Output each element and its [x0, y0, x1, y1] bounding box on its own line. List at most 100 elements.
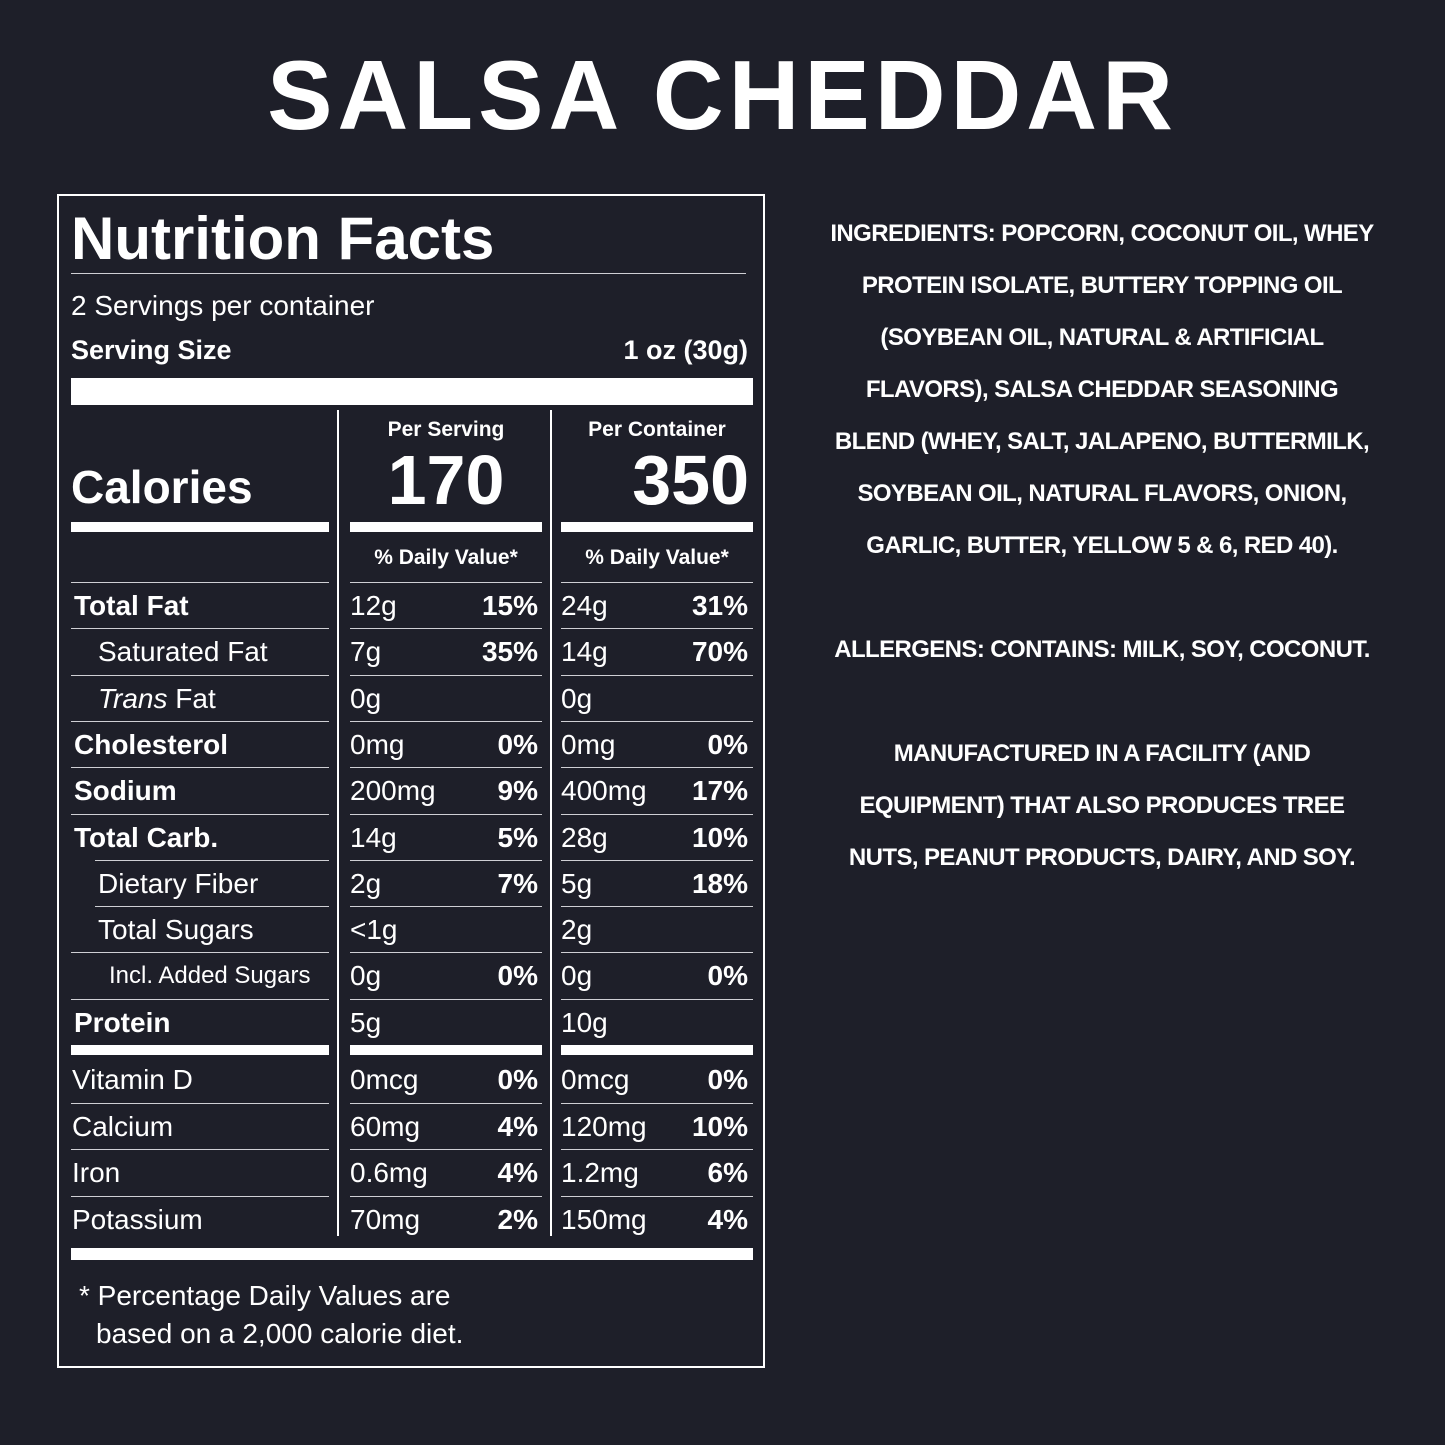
- amount-per-container: 0mg: [561, 728, 616, 760]
- calories-per-serving: 170: [387, 441, 505, 519]
- dv-per-serving: 7%: [497, 867, 538, 899]
- row-divider: [71, 674, 329, 676]
- calories-bar: [561, 522, 753, 532]
- nutrient-name: Calcium: [72, 1110, 174, 1142]
- nutrition-facts-content: Nutrition Facts 2 Servings per container…: [71, 205, 753, 1349]
- row-divider: [350, 998, 542, 1000]
- amount-per-serving: 14g: [350, 821, 397, 853]
- daily-value-header-container: % Daily Value*: [585, 546, 729, 569]
- ingredients-line: BLEND (WHEY, SALT, JALAPENO, BUTTERMILK,: [834, 428, 1370, 455]
- ingredients-line: GARLIC, BUTTER, YELLOW 5 & 6, RED 40).: [866, 532, 1338, 559]
- calories-bar: [350, 522, 542, 532]
- dv-per-serving: 5%: [497, 821, 538, 853]
- row-divider: [561, 582, 753, 583]
- nutrient-name: Trans Fat: [98, 683, 216, 715]
- divider: [71, 273, 746, 274]
- daily-value-header-serving: % Daily Value*: [374, 546, 518, 569]
- nutrient-name-italic: Trans: [98, 682, 168, 714]
- row-divider: [71, 1195, 329, 1197]
- amount-per-container: 0g: [561, 960, 593, 992]
- nutrient-name: Potassium: [72, 1203, 203, 1235]
- row-divider: [350, 906, 542, 908]
- amount-per-serving: 70mg: [350, 1203, 421, 1235]
- serving-size-label: Serving Size: [71, 335, 232, 365]
- ingredients-panel: INGREDIENTS: POPCORN, COCONUT OIL, WHEY P…: [772, 208, 1432, 884]
- row-divider: [350, 1102, 542, 1104]
- footnote-line-2: based on a 2,000 calorie diet.: [96, 1318, 464, 1349]
- facility-line: NUTS, PEANUT PRODUCTS, DAIRY, AND SOY.: [848, 844, 1356, 871]
- row-divider: [350, 674, 542, 676]
- column-divider: [550, 410, 552, 1236]
- row-divider: [350, 859, 542, 861]
- dv-per-container: 31%: [691, 590, 748, 621]
- row-divider: [561, 1195, 753, 1197]
- ingredients-line: PROTEIN ISOLATE, BUTTERY TOPPING OIL: [861, 272, 1343, 299]
- row-divider: [561, 952, 753, 954]
- dv-per-container: 0%: [707, 1064, 748, 1095]
- amount-per-serving: 2g: [350, 867, 382, 899]
- dv-per-serving: 4%: [497, 1157, 538, 1188]
- dv-per-container: 0%: [707, 960, 748, 992]
- ingredients-line: SOYBEAN OIL, NATURAL FLAVORS, ONION,: [857, 480, 1347, 507]
- nutrient-name: Incl. Added Sugars: [109, 962, 311, 990]
- nutrition-facts-panel: [57, 194, 765, 1368]
- nutrient-name: Cholesterol: [74, 728, 229, 760]
- dv-per-container: 10%: [691, 821, 748, 853]
- dv-per-container: 0%: [707, 728, 748, 760]
- amount-per-serving: 7g: [350, 636, 382, 668]
- ingredients-line: INGREDIENTS: POPCORN, COCONUT OIL, WHEY: [830, 220, 1374, 247]
- amount-per-container: 0mcg: [561, 1064, 630, 1095]
- dv-per-container: 6%: [707, 1157, 748, 1188]
- amount-per-container: 400mg: [561, 775, 647, 807]
- nutrient-name: Iron: [72, 1157, 121, 1188]
- row-divider: [350, 720, 542, 722]
- column-divider: [337, 410, 339, 1236]
- amount-per-container: 28g: [561, 821, 608, 853]
- dv-per-serving: 0%: [497, 728, 538, 760]
- facility-line: EQUIPMENT) THAT ALSO PRODUCES TREE: [859, 792, 1346, 819]
- nutrient-name: Protein: [74, 1006, 171, 1038]
- row-divider: [71, 998, 329, 1000]
- row-divider: [350, 952, 542, 954]
- amount-per-serving: 12g: [350, 590, 397, 621]
- amount-per-serving: 5g: [350, 1006, 382, 1038]
- nutrient-name: Dietary Fiber: [98, 867, 259, 899]
- allergens-line: ALLERGENS: CONTAINS: MILK, SOY, COCONUT.: [834, 636, 1370, 663]
- row-divider: [71, 767, 329, 769]
- spacer: [772, 572, 1432, 624]
- nutrient-name: Total Carb.: [74, 821, 219, 853]
- amount-per-serving: 0g: [350, 960, 382, 992]
- dv-per-container: 70%: [691, 636, 748, 668]
- row-divider: [561, 813, 753, 815]
- amount-per-container: 150mg: [561, 1203, 647, 1235]
- per-serving-header: Per Serving: [387, 418, 505, 441]
- dv-per-serving: 4%: [497, 1110, 538, 1142]
- dv-per-serving: 0%: [497, 1064, 538, 1095]
- serving-size-value: 1 oz (30g): [623, 335, 748, 365]
- calories-per-container: 350: [632, 441, 749, 519]
- amount-per-serving: 0mcg: [350, 1064, 419, 1095]
- row-divider: [561, 674, 753, 676]
- amount-per-serving: 60mg: [350, 1110, 421, 1142]
- servings-per-container: 2 Servings per container: [71, 290, 375, 321]
- amount-per-serving: 200mg: [350, 775, 436, 807]
- nutrient-name: Total Fat: [74, 590, 189, 621]
- amount-per-serving: 0mg: [350, 728, 405, 760]
- dv-per-serving: 9%: [497, 775, 538, 807]
- dv-per-container: 4%: [707, 1203, 748, 1235]
- row-divider: [561, 1149, 753, 1150]
- ingredients-line: FLAVORS), SALSA CHEDDAR SEASONING: [865, 376, 1339, 403]
- row-divider: [71, 952, 329, 954]
- dv-per-container: 10%: [691, 1110, 748, 1142]
- per-container-header: Per Container: [588, 418, 726, 441]
- amount-per-container: 2g: [561, 914, 593, 946]
- nutrition-facts-heading: Nutrition Facts: [71, 205, 495, 272]
- amount-per-container: 120mg: [561, 1110, 647, 1142]
- facility-line: MANUFACTURED IN A FACILITY (AND: [893, 740, 1311, 767]
- row-divider: [350, 1149, 542, 1150]
- dv-per-serving: 2%: [497, 1203, 538, 1235]
- row-divider: [561, 767, 753, 769]
- thick-divider: [71, 378, 753, 405]
- calories-bar: [71, 522, 329, 532]
- row-divider: [561, 859, 753, 861]
